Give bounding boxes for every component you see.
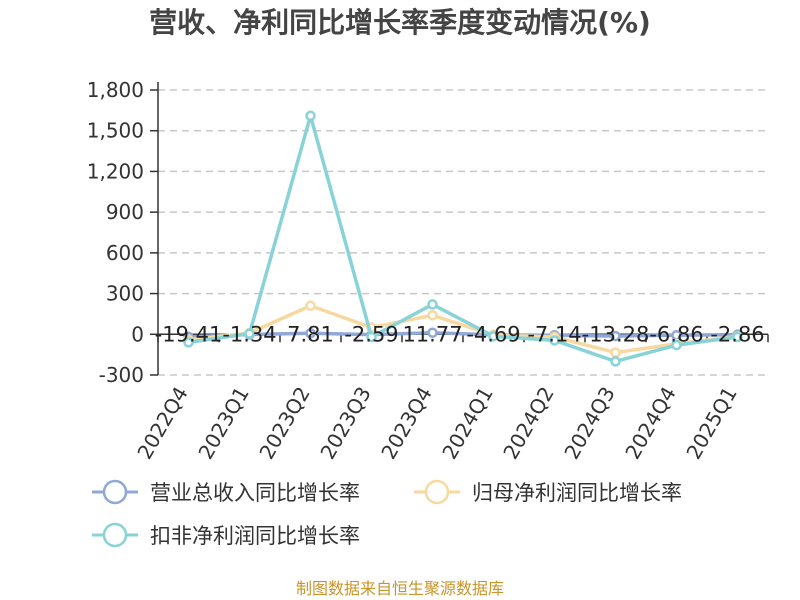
legend-swatch-marker	[424, 479, 450, 505]
series-3-point	[366, 331, 377, 343]
data-label: -2.59	[344, 322, 398, 346]
x-tick-label: 2025Q1	[681, 383, 741, 464]
x-tick-label: 2022Q4	[132, 383, 192, 464]
legend-swatch-marker	[102, 522, 128, 548]
series-1-point	[610, 330, 621, 342]
data-label: 11.77	[402, 322, 462, 346]
series-3-point	[549, 335, 560, 346]
series-3-point	[488, 331, 499, 342]
legend-label: 营业总收入同比增长率	[150, 481, 360, 505]
x-tick-label: 2024Q3	[559, 383, 619, 464]
series-3-point	[671, 339, 682, 351]
legend-item-1: 营业总收入同比增长率	[92, 479, 360, 505]
data-label: -1.34	[222, 322, 276, 346]
x-tick-label: 2023Q3	[315, 383, 375, 464]
x-tick-label: 2023Q2	[254, 383, 314, 464]
series-layer	[183, 110, 743, 367]
y-tick-label: 600	[106, 241, 144, 265]
y-tick-label: 1,200	[87, 159, 144, 183]
x-tick-label: 2024Q4	[620, 383, 680, 464]
data-label: -6.86	[649, 322, 703, 346]
series-3-point	[732, 331, 743, 343]
x-tick-label: 2024Q1	[437, 383, 497, 464]
y-tick-label: -300	[99, 363, 144, 387]
series-line-1	[188, 330, 738, 339]
series-3-point	[244, 328, 255, 339]
legend-item-2: 归母净利润同比增长率	[414, 479, 682, 505]
legend-item-3: 扣非净利润同比增长率	[92, 522, 360, 548]
data-label: -13.28	[582, 322, 650, 346]
x-tick-label: 2023Q1	[193, 383, 253, 464]
series-2-point	[610, 347, 621, 358]
series-3-point	[427, 299, 438, 310]
series-3-point	[183, 337, 194, 348]
y-tick-label: 0	[131, 322, 144, 346]
x-tick-label: 2023Q4	[376, 383, 436, 464]
series-2-point	[305, 300, 316, 312]
series-line-3	[188, 114, 738, 364]
series-2-point	[427, 310, 438, 321]
y-tick-label: 1,800	[87, 78, 144, 102]
legend-label: 归母净利润同比增长率	[472, 481, 682, 505]
data-label: -4.69	[466, 322, 520, 346]
series-1-point	[427, 327, 438, 338]
x-tick-label: 2024Q2	[498, 383, 558, 464]
legend-label: 扣非净利润同比增长率	[150, 524, 360, 548]
data-labels: -19.41 -1.34 7.81 -2.59 11.77 -4.69 -7.14 -13.2…	[155, 322, 765, 346]
y-tick-label: 1,500	[87, 119, 144, 143]
data-label: 7.81	[287, 322, 334, 346]
series-line-2	[188, 304, 738, 355]
data-label: -7.14	[527, 322, 581, 346]
data-label: -2.86	[710, 322, 764, 346]
legend-swatch-marker	[102, 479, 128, 505]
series-1-point	[305, 327, 316, 339]
source-note: 制图数据来自恒生聚源数据库	[296, 579, 504, 598]
y-tick-label: 300	[106, 282, 144, 306]
y-tick-label: 900	[106, 200, 144, 224]
series-3-point	[610, 356, 621, 367]
data-label: -19.41	[155, 322, 223, 346]
series-3-point	[305, 110, 316, 122]
chart-title: 营收、净利同比增长率季度变动情况(%)	[149, 6, 651, 39]
